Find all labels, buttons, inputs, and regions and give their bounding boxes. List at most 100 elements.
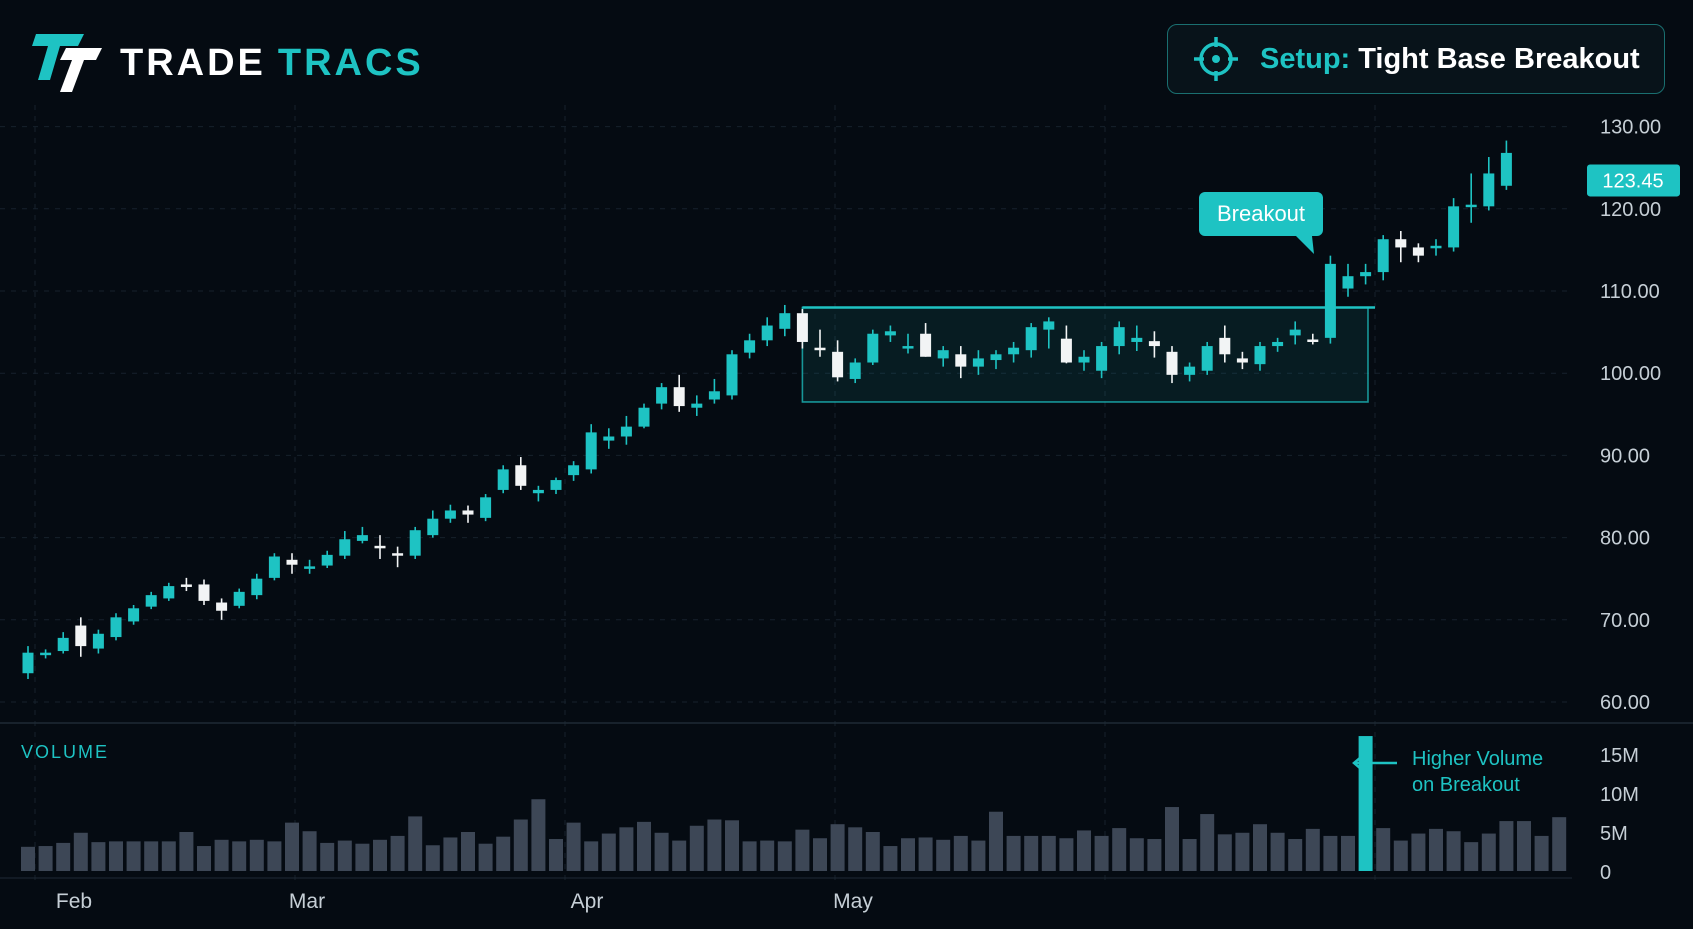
candle-body bbox=[1008, 347, 1020, 355]
candle-body bbox=[1377, 239, 1389, 273]
candle-body bbox=[1483, 173, 1495, 207]
volume-bar bbox=[637, 821, 651, 871]
volume-bar bbox=[1094, 835, 1109, 871]
candle-body bbox=[902, 346, 914, 349]
candle-body bbox=[532, 489, 544, 494]
volume-tick-label: 5M bbox=[1600, 823, 1628, 845]
volume-bar bbox=[144, 841, 159, 871]
volume-bar bbox=[1411, 833, 1426, 871]
volume-bar bbox=[1376, 828, 1391, 871]
candle-body bbox=[1236, 358, 1248, 363]
candle-body bbox=[955, 354, 967, 367]
brand: TRADE TRACS bbox=[32, 28, 424, 98]
volume-bar bbox=[795, 829, 810, 871]
candle-body bbox=[163, 586, 175, 599]
base-box bbox=[801, 306, 1369, 403]
volume-bar bbox=[1006, 835, 1021, 871]
volume-bar bbox=[1481, 833, 1496, 871]
volume-bar bbox=[1517, 821, 1531, 871]
volume-bar bbox=[214, 839, 229, 871]
price-tick-label: 90.00 bbox=[1600, 445, 1650, 467]
price-tick-label: 130.00 bbox=[1600, 117, 1661, 139]
candle-body bbox=[568, 465, 580, 476]
candle-body bbox=[128, 608, 140, 622]
candle-body bbox=[1412, 247, 1424, 256]
volume-bar bbox=[56, 842, 71, 871]
breakout-callout bbox=[1199, 192, 1323, 236]
candle-body bbox=[726, 354, 738, 396]
volume-bar bbox=[725, 820, 739, 871]
candle-body bbox=[656, 387, 668, 404]
volume-bar bbox=[1147, 839, 1162, 871]
volume-bar bbox=[513, 819, 528, 871]
candle-body bbox=[321, 554, 333, 566]
volume-bar bbox=[848, 827, 863, 871]
logo-icon bbox=[32, 34, 102, 92]
volume-bar bbox=[179, 832, 194, 871]
candle-body bbox=[1465, 204, 1477, 208]
volume-bar bbox=[619, 827, 634, 871]
candle-body bbox=[1096, 346, 1108, 371]
volume-bar bbox=[742, 841, 757, 871]
candle-body bbox=[1324, 263, 1336, 338]
volume-tick-label: 10M bbox=[1600, 784, 1639, 806]
volume-bar bbox=[390, 835, 405, 871]
breakout-callout-pointer bbox=[1296, 236, 1314, 254]
candle-body bbox=[673, 387, 685, 407]
volume-bar bbox=[478, 843, 493, 871]
volume-bar bbox=[285, 822, 299, 871]
volume-bar bbox=[355, 843, 370, 871]
volume-bar bbox=[249, 839, 264, 871]
volume-bar bbox=[901, 838, 915, 871]
candle-body bbox=[1307, 339, 1319, 342]
volume-bar bbox=[989, 811, 1003, 871]
candle-body bbox=[884, 331, 896, 336]
volume-bar bbox=[654, 832, 669, 871]
last-price-label: 123.45 bbox=[1602, 170, 1663, 192]
volume-bar bbox=[496, 836, 511, 871]
volume-bar bbox=[1464, 842, 1479, 871]
volume-bar bbox=[689, 825, 704, 871]
candle-body bbox=[1043, 321, 1055, 330]
candle-body bbox=[356, 535, 368, 541]
volume-bar bbox=[549, 839, 563, 871]
volume-bar bbox=[408, 816, 423, 871]
candle-body bbox=[1448, 206, 1460, 248]
candle-body bbox=[1184, 366, 1196, 375]
volume-bar bbox=[197, 846, 211, 871]
candle-body bbox=[392, 553, 404, 556]
volume-bar bbox=[971, 840, 986, 871]
volume-bar bbox=[672, 840, 687, 871]
volume-bar bbox=[1341, 835, 1355, 871]
candle-body bbox=[251, 578, 263, 596]
candle-body bbox=[427, 518, 439, 536]
volume-bar bbox=[813, 838, 827, 871]
candle-body bbox=[268, 556, 280, 578]
crosshair-icon bbox=[1194, 37, 1238, 81]
volume-bar bbox=[584, 841, 599, 871]
volume-note-line-1: Higher Volume bbox=[1412, 748, 1543, 770]
setup-text: Setup: Tight Base Breakout bbox=[1260, 43, 1640, 76]
price-tick-label: 120.00 bbox=[1600, 199, 1661, 221]
candle-body bbox=[57, 637, 69, 652]
candle-body bbox=[585, 432, 597, 470]
price-tick-label: 60.00 bbox=[1600, 692, 1650, 714]
volume-bar bbox=[1200, 814, 1215, 871]
volume-bar bbox=[1288, 839, 1303, 871]
volume-bar bbox=[1552, 817, 1567, 871]
candle-body bbox=[1113, 327, 1125, 347]
volume-bar bbox=[1112, 828, 1127, 871]
volume-bar bbox=[302, 831, 317, 871]
volume-bar bbox=[267, 841, 282, 871]
volume-bar bbox=[126, 841, 141, 871]
candle-body bbox=[198, 584, 210, 601]
volume-bar bbox=[936, 839, 951, 871]
candle-body bbox=[1131, 337, 1143, 342]
volume-bar bbox=[1393, 840, 1408, 871]
volume-note-line-2: on Breakout bbox=[1412, 774, 1520, 796]
volume-bar bbox=[161, 841, 176, 871]
candle-body bbox=[1219, 337, 1231, 355]
volume-bar bbox=[601, 833, 616, 871]
volume-bar bbox=[953, 835, 968, 871]
brand-word-1: TRADE bbox=[120, 41, 266, 84]
